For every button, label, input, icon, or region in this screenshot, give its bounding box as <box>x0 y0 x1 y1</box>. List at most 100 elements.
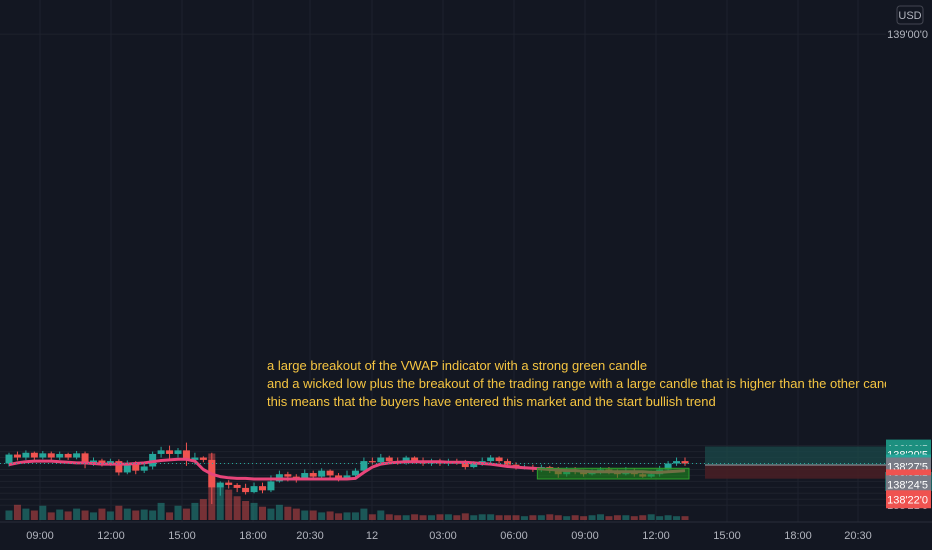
candle-body <box>106 461 114 464</box>
time-tick-label: 15:00 <box>168 530 196 542</box>
volume-bar <box>622 515 630 520</box>
volume-bar <box>182 508 190 520</box>
price-axis[interactable] <box>886 0 932 522</box>
volume-bar <box>81 510 89 520</box>
volume-bar <box>132 510 140 520</box>
candle-body <box>233 484 241 488</box>
volume-bar <box>115 505 123 520</box>
volume-bar <box>402 515 410 520</box>
volume-bar <box>647 514 655 520</box>
candle-body <box>326 470 334 476</box>
volume-bar <box>318 512 326 520</box>
volume-bar <box>394 515 402 520</box>
price-badge-label: 138'22'0 <box>887 494 928 506</box>
volume-bar <box>309 510 317 520</box>
price-badge: 138'24'5 <box>886 475 931 494</box>
annotation-line-3: this means that the buyers have entered … <box>267 394 716 409</box>
volume-bar <box>520 516 528 520</box>
candle-body <box>351 470 359 476</box>
candle-body <box>191 457 199 460</box>
time-tick-label: 20:30 <box>844 530 872 542</box>
candle-body <box>343 475 351 478</box>
volume-bar <box>157 502 165 520</box>
volume-bar <box>664 515 672 520</box>
volume-bar <box>174 505 182 520</box>
candle-body <box>157 450 165 454</box>
candle-body <box>182 450 190 460</box>
volume-bar <box>326 511 334 520</box>
time-tick-label: 18:00 <box>784 530 812 542</box>
candle-body <box>199 457 207 460</box>
volume-bar <box>605 516 613 520</box>
time-tick-label: 15:00 <box>713 530 741 542</box>
volume-bar <box>39 505 47 520</box>
candle-body <box>13 454 21 458</box>
volume-bar <box>225 489 233 520</box>
price-badges: 138'30'5138'29'5138'28'018:38138'27'5138… <box>885 439 932 509</box>
stop-zone <box>705 464 886 479</box>
time-axis-ticks: 09:00 12:00 15:00 18:00 20:30 12 03:00 06:00 09:… <box>26 530 872 542</box>
volume-bar <box>123 508 131 520</box>
time-tick-label: 03:00 <box>429 530 457 542</box>
time-tick-label: 06:00 <box>500 530 528 542</box>
time-tick-label: 12:00 <box>642 530 670 542</box>
volume-bar <box>444 514 452 520</box>
candle-body <box>335 475 343 478</box>
candle-body <box>39 453 47 458</box>
volume-bar <box>377 510 385 520</box>
currency-label[interactable]: USD <box>896 5 924 25</box>
volume-bar <box>250 502 258 520</box>
volume-bar <box>166 512 174 520</box>
volume-bar <box>301 510 309 520</box>
candle-body <box>470 463 478 468</box>
volume-bar <box>13 504 21 520</box>
time-tick-label: 12 <box>366 530 378 542</box>
volume-bar <box>537 515 545 520</box>
volume-bar <box>22 508 30 520</box>
volume-bar <box>47 512 55 520</box>
volume-bar <box>470 515 478 520</box>
volume-bar <box>199 499 207 520</box>
candle-body <box>123 463 131 473</box>
volume-bar <box>98 508 106 520</box>
candle-body <box>284 474 292 477</box>
candle-body <box>377 457 385 463</box>
time-tick-label: 18:00 <box>239 530 267 542</box>
volume-bar <box>428 515 435 520</box>
volume-bar <box>656 516 664 520</box>
volume-bar <box>639 515 647 520</box>
time-tick-label: 09:00 <box>571 530 599 542</box>
candle-body <box>487 457 495 462</box>
volume-bar <box>453 515 461 520</box>
volume-bar <box>292 508 300 520</box>
volume-bar <box>681 516 689 520</box>
candle-body <box>81 453 89 464</box>
candle-body <box>5 454 13 464</box>
volume-bar <box>191 502 199 520</box>
volume-bar <box>335 513 343 520</box>
candle-body <box>73 453 81 458</box>
candle-body <box>318 470 326 477</box>
candle-body <box>664 463 672 470</box>
time-tick-label: 20:30 <box>296 530 324 542</box>
volume-bar <box>571 515 579 520</box>
candle-body <box>47 453 55 458</box>
price-badge-box <box>886 490 931 509</box>
volume-bar <box>385 514 393 520</box>
volume-bar <box>106 511 114 520</box>
volume-bar <box>140 509 148 520</box>
volume-bar <box>242 501 250 520</box>
candle-body <box>259 486 266 491</box>
volume-bar <box>216 483 224 520</box>
candle-body <box>216 482 224 488</box>
volume-bar <box>343 512 351 520</box>
candle-body <box>225 482 233 485</box>
volume-bar <box>504 515 512 520</box>
candle-body <box>385 457 393 462</box>
volume-bar <box>284 506 292 520</box>
volume-bar <box>436 514 444 520</box>
volume-bar <box>360 508 368 520</box>
annotation-text: a large breakout of the VWAP indicator w… <box>267 358 902 409</box>
currency-label-text: USD <box>898 10 921 22</box>
